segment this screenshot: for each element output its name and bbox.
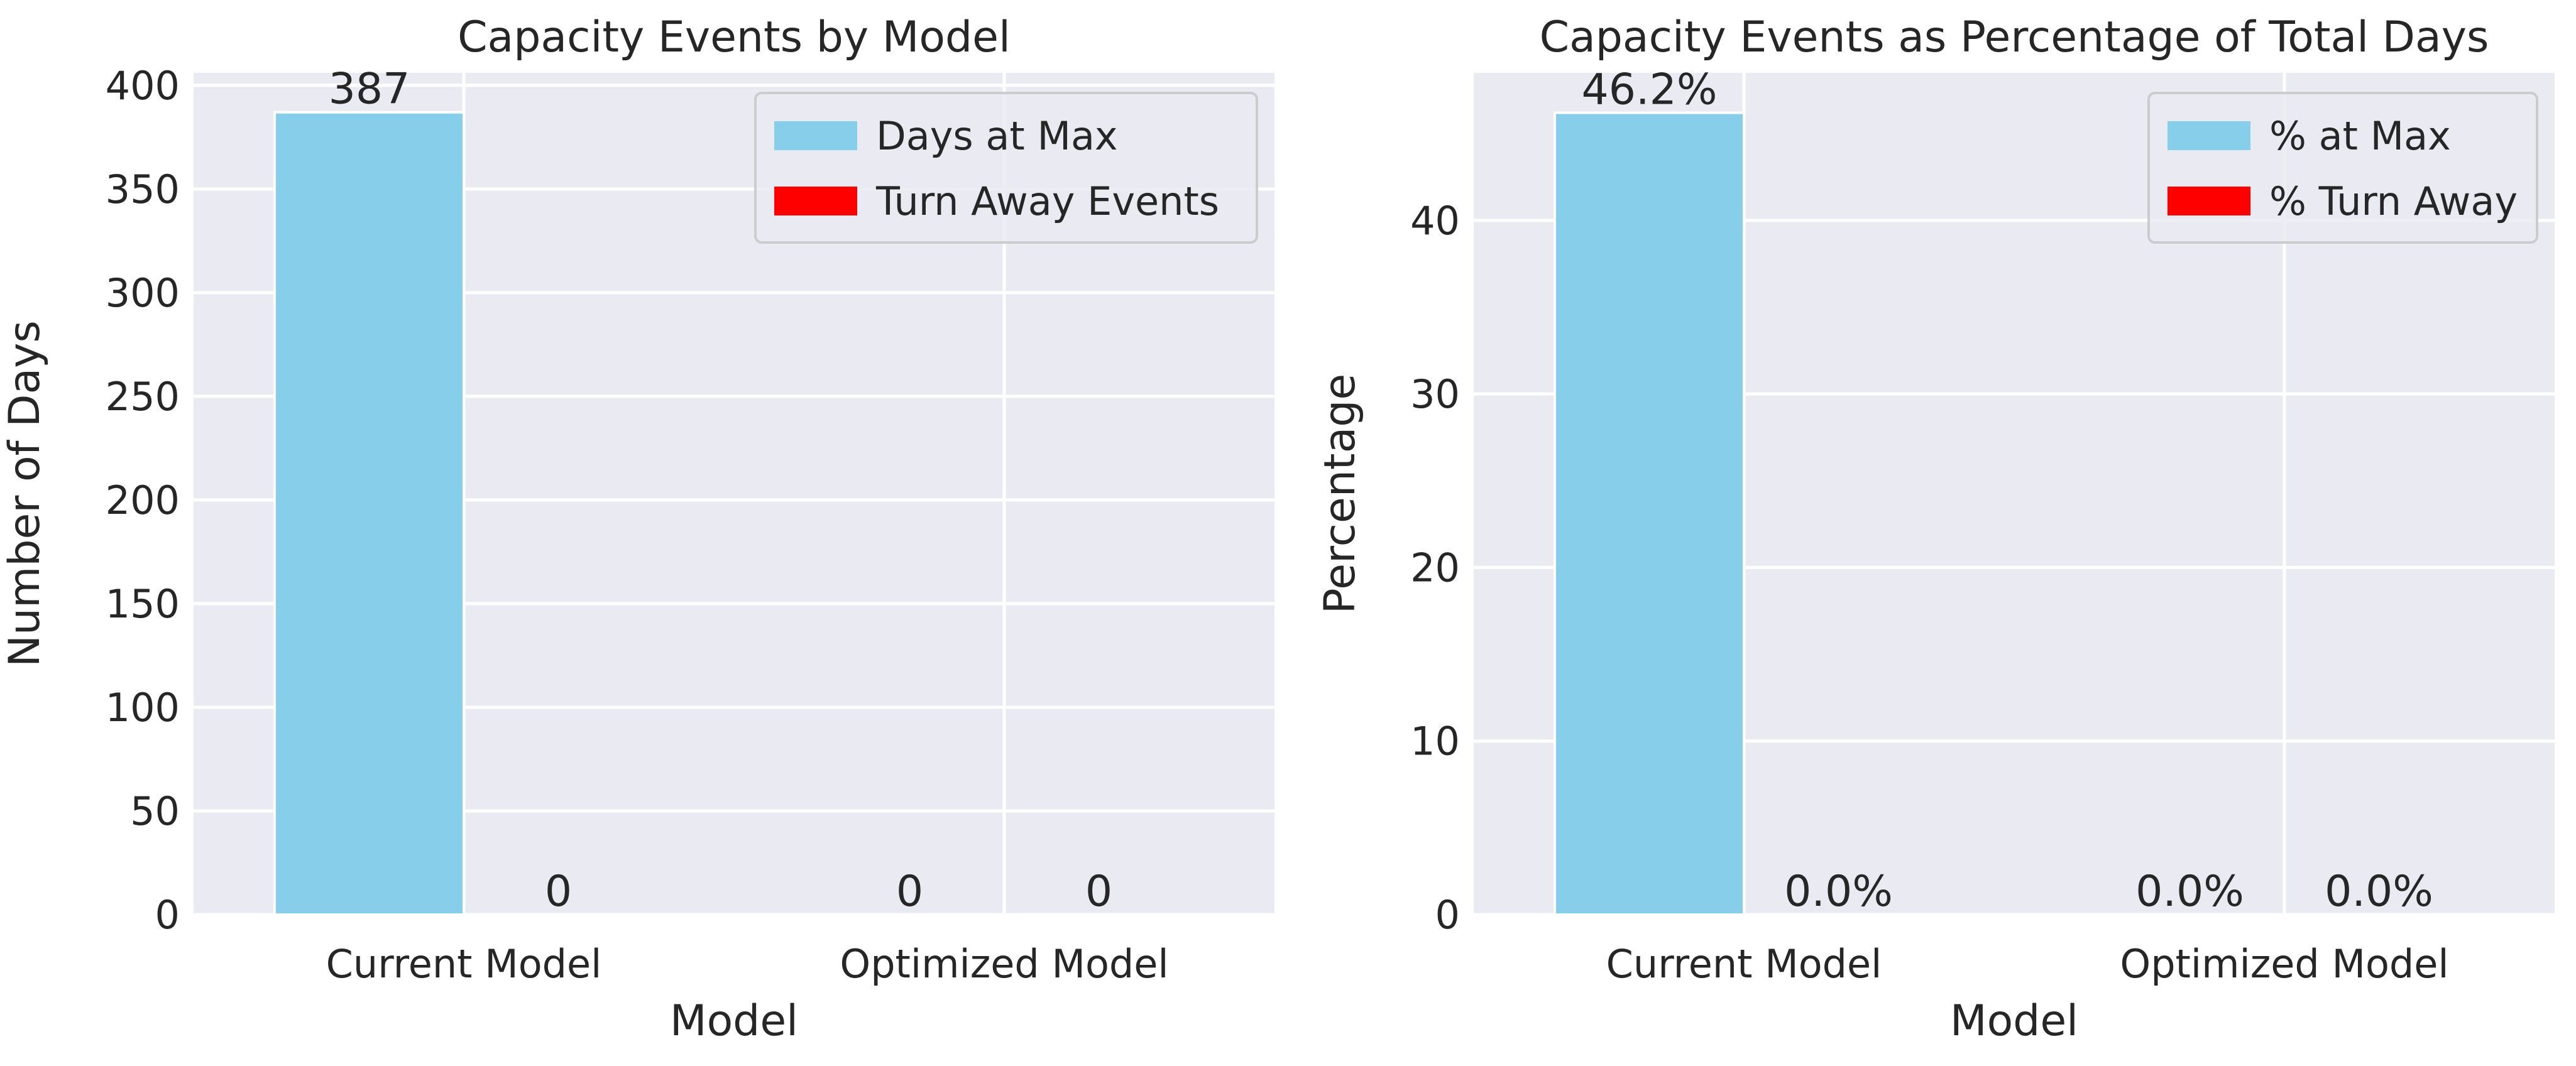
data-label: 46.2% (1581, 65, 1717, 115)
legend-label: Days at Max (876, 113, 1118, 159)
data-label: 0 (1085, 867, 1112, 916)
y-tick-label: 20 (1410, 545, 1460, 590)
bar-days-at-max (273, 111, 465, 916)
legend-label: % Turn Away (2269, 178, 2518, 224)
chart-capacity-events-by-model: 0 50 100 150 200 250 300 350 400 Current Model Opt… (0, 13, 1274, 1046)
y-tick-label: 0 (1435, 892, 1460, 938)
y-tick-label: 150 (106, 581, 180, 627)
x-tick-label: Optimized Model (2120, 941, 2448, 987)
x-tick-label: Optimized Model (840, 941, 1168, 987)
y-tick-label: 50 (130, 788, 180, 834)
legend-swatch (774, 187, 857, 215)
legend-swatch (774, 121, 857, 150)
data-label: 0.0% (2325, 867, 2433, 916)
y-tick-label: 30 (1410, 371, 1460, 417)
data-label: 0 (896, 867, 923, 916)
y-axis-label: Percentage (1315, 374, 1365, 614)
y-tick-label: 10 (1410, 719, 1460, 764)
chart-capacity-events-percentage: 0 10 20 30 40 Current Model Optimized Model 46.… (1315, 13, 2555, 1046)
y-tick-label: 300 (106, 270, 180, 316)
chart-title: Capacity Events by Model (458, 13, 1011, 62)
y-tick-label: 350 (106, 166, 180, 212)
x-axis-label: Model (1950, 996, 2078, 1046)
chart-title: Capacity Events as Percentage of Total D… (1540, 13, 2489, 62)
legend-frame (754, 92, 1258, 244)
y-tick-label: 250 (106, 374, 180, 420)
legend-swatch (2168, 121, 2250, 150)
y-tick-label: 400 (106, 63, 180, 109)
x-tick-label: Current Model (326, 941, 602, 987)
legend: Days at Max Turn Away Events (754, 92, 1258, 244)
data-label: 0.0% (1784, 867, 1893, 916)
y-axis-label: Number of Days (0, 320, 50, 667)
data-label: 0 (545, 867, 572, 916)
bar-at-max (1554, 111, 1745, 916)
x-axis-label: Model (670, 996, 798, 1046)
data-label: 387 (329, 65, 410, 114)
y-tick-label: 200 (106, 477, 180, 523)
legend-label: Turn Away Events (875, 178, 1219, 224)
y-tick-label: 100 (106, 685, 180, 731)
y-tick-label: 40 (1410, 198, 1460, 244)
legend-swatch (2168, 187, 2250, 215)
legend: % at Max % Turn Away (2147, 92, 2538, 244)
legend-label: % at Max (2269, 113, 2451, 159)
y-tick-label: 0 (155, 892, 180, 938)
x-tick-label: Current Model (1606, 941, 1882, 987)
data-label: 0.0% (2135, 867, 2244, 916)
